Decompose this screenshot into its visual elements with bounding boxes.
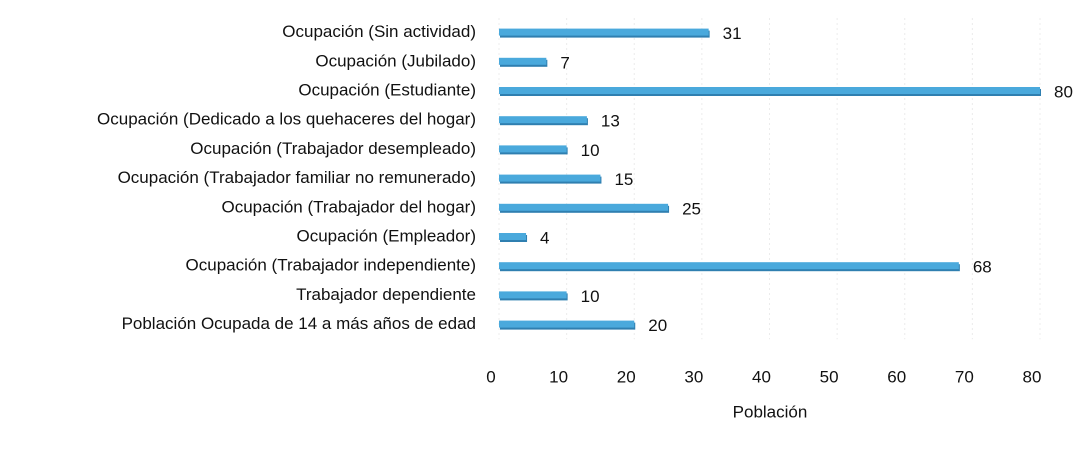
data-label: 7 bbox=[560, 53, 569, 72]
data-label: 80 bbox=[1054, 82, 1073, 101]
data-label: 15 bbox=[614, 170, 633, 189]
data-label: 10 bbox=[581, 287, 600, 306]
x-tick-label: 0 bbox=[486, 367, 495, 386]
x-tick-label: 60 bbox=[887, 367, 906, 386]
data-label: 4 bbox=[540, 228, 549, 247]
bar bbox=[499, 233, 527, 240]
y-tick-label: Ocupación (Trabajador del hogar) bbox=[221, 197, 476, 216]
data-label: 68 bbox=[973, 258, 992, 277]
x-tick-label: 80 bbox=[1023, 367, 1042, 386]
y-tick-label: Ocupación (Estudiante) bbox=[298, 80, 476, 99]
bar bbox=[499, 174, 601, 182]
x-tick-label: 30 bbox=[684, 367, 703, 386]
bar bbox=[499, 203, 669, 211]
y-tick-label: Trabajador dependiente bbox=[296, 285, 476, 304]
x-tick-label: 50 bbox=[820, 367, 839, 386]
y-tick-label: Ocupación (Trabajador familiar no remune… bbox=[118, 168, 476, 187]
x-tick-label: 20 bbox=[617, 367, 636, 386]
y-tick-label: Ocupación (Trabajador independiente) bbox=[186, 256, 476, 275]
bar bbox=[499, 145, 567, 153]
x-tick-label: 10 bbox=[549, 367, 568, 386]
y-tick-label: Ocupación (Empleador) bbox=[296, 226, 476, 245]
bar bbox=[499, 87, 1040, 94]
bar bbox=[499, 291, 567, 299]
data-label: 13 bbox=[601, 112, 620, 131]
x-tick-label: 40 bbox=[752, 367, 771, 386]
y-tick-label: Ocupación (Sin actividad) bbox=[282, 22, 476, 41]
data-label: 20 bbox=[648, 316, 667, 335]
bar bbox=[499, 57, 547, 65]
y-tick-label: Ocupación (Dedicado a los quehaceres del… bbox=[97, 110, 476, 129]
data-label: 31 bbox=[723, 24, 742, 43]
x-tick-label: 70 bbox=[955, 367, 974, 386]
bar bbox=[499, 262, 959, 270]
bar bbox=[499, 28, 709, 36]
bar bbox=[499, 320, 635, 328]
data-label: 25 bbox=[682, 199, 701, 218]
y-tick-label: Población Ocupada de 14 a más años de ed… bbox=[122, 314, 476, 333]
x-axis-title: Población bbox=[733, 402, 808, 421]
y-tick-label: Ocupación (Trabajador desempleado) bbox=[190, 139, 476, 158]
y-tick-label: Ocupación (Jubilado) bbox=[315, 51, 476, 70]
bar bbox=[499, 116, 587, 124]
data-label: 10 bbox=[581, 141, 600, 160]
